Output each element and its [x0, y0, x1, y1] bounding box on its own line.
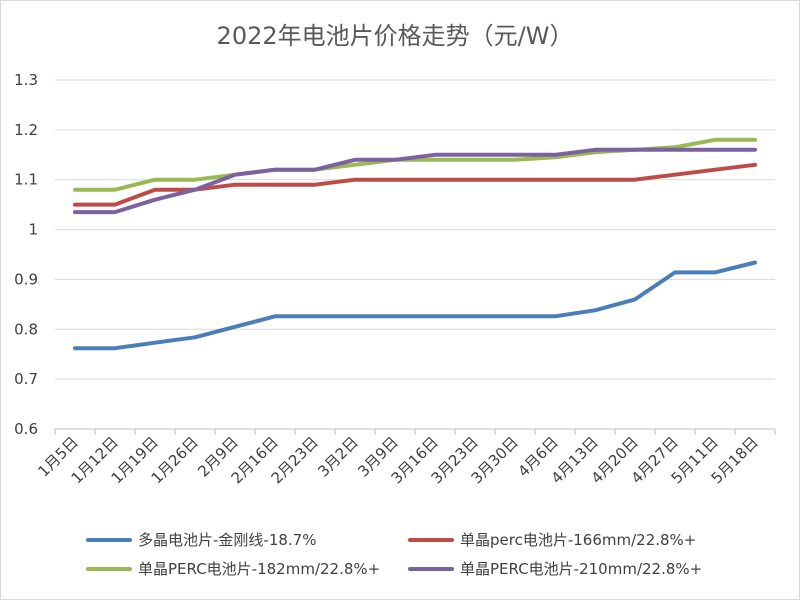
y-axis: 0.6 0.7 0.8 0.9 1 1.1 1.2 1.3 — [14, 71, 38, 438]
legend-label: 单晶PERC电池片-182mm/22.8%+ — [138, 560, 380, 578]
y-tick-label: 1.3 — [14, 71, 38, 89]
series-line-3 — [73, 137, 757, 192]
legend: 多晶电池片-金刚线-18.7% 单晶perc电池片-166mm/22.8%+ 单晶P… — [86, 531, 702, 578]
series-line-2 — [73, 162, 757, 207]
y-tick-label: 0.8 — [14, 320, 38, 338]
y-tick-label: 1 — [28, 221, 38, 239]
chart-title: 2022年电池片价格走势（元/W） — [217, 22, 574, 50]
y-tick-label: 1.2 — [14, 121, 38, 139]
x-tick-label: 3月2日 — [314, 433, 361, 480]
legend-label: 单晶PERC电池片-210mm/22.8%+ — [460, 560, 702, 578]
series-line-1 — [73, 260, 757, 351]
y-tick-label: 0.9 — [14, 270, 38, 288]
series-lines — [73, 137, 757, 351]
legend-label: 多晶电池片-金刚线-18.7% — [138, 531, 316, 549]
y-tick-label: 0.6 — [14, 420, 38, 438]
legend-label: 单晶perc电池片-166mm/22.8%+ — [460, 531, 696, 549]
series-line-4 — [73, 147, 757, 215]
gridlines — [55, 79, 775, 430]
y-tick-label: 0.7 — [14, 370, 38, 388]
x-axis: 1月5日1月12日1月19日1月26日2月9日2月16日2月23日3月2日3月9… — [34, 429, 776, 487]
y-tick-label: 1.1 — [14, 171, 38, 189]
